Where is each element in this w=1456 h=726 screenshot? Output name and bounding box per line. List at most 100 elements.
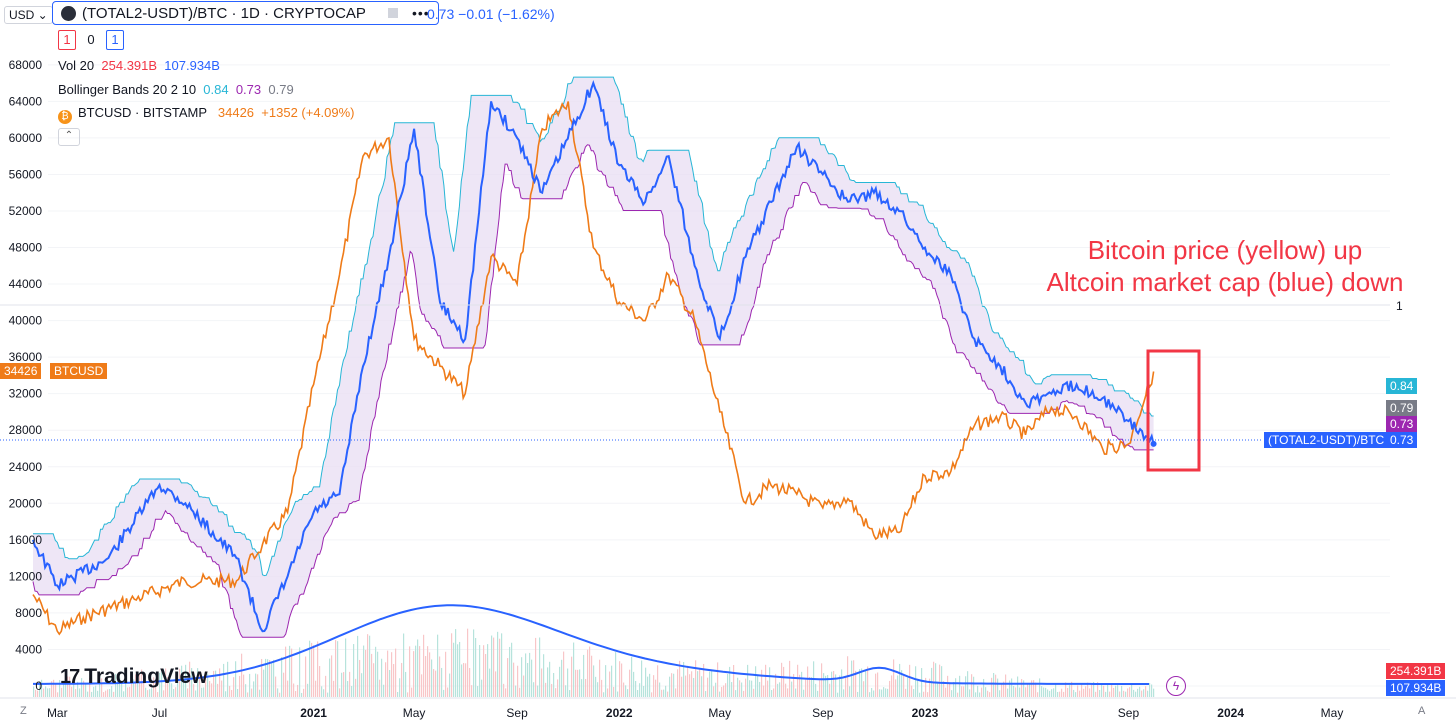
volume-bar [887,688,889,697]
x-tick-label: 2024 [1217,706,1244,720]
volume-bar [533,682,535,697]
volume-bar [897,675,899,697]
volume-bar [397,691,399,697]
volume-bar [131,677,133,697]
volume-bar [725,683,727,697]
volume-bar [1127,688,1129,697]
btcusd-name-tag: BTCUSD [50,363,108,379]
volume-bar [945,687,947,697]
y-tick-label: 36000 [9,350,43,364]
volume-bar [271,662,273,697]
volume-legend[interactable]: Vol 20 254.391B 107.934B [58,58,220,73]
volume-bar [1095,691,1097,697]
volume-bar [829,683,831,697]
volume-bar [467,628,469,697]
volume-bar [925,677,927,697]
volume-bar [607,688,609,697]
volume-bar [1141,690,1143,697]
volume-bar [161,671,163,697]
volume-bar [913,689,915,697]
volume-bar [273,659,275,697]
currency-select[interactable]: USD ⌄ [4,6,53,24]
volume-bar [743,690,745,697]
volume-bar [257,674,259,697]
volume-bar [999,690,1001,697]
volume-bar [337,641,339,697]
volume-bar [421,674,423,697]
volume-bar [553,673,555,697]
volume-bar [445,651,447,697]
count-red[interactable]: 1 [58,30,76,50]
volume-bar [457,644,459,697]
volume-bar [125,682,127,697]
count-blue[interactable]: 1 [106,30,124,50]
volume-bar [507,658,509,697]
volume-ma-line [33,604,1149,685]
volume-bar [729,666,731,697]
volume-bar [163,690,165,697]
volume-bar [357,635,359,697]
volume-bar [339,688,341,697]
volume-bar [197,668,199,697]
volume-bar [709,671,711,697]
volume-bar [895,679,897,697]
volume-bar [877,672,879,697]
volume-bar [965,676,967,697]
more-dots-icon[interactable]: ••• [411,5,430,21]
volume-bar [89,677,91,697]
symbol-title[interactable]: (TOTAL2-USDT)/BTC · 1D · CRYPTOCAP ••• [52,1,439,25]
volume-bar [793,674,795,697]
volume-bar [249,673,251,697]
volume-bar [65,684,67,697]
volume-bar [361,673,363,697]
lightning-icon[interactable]: ϟ [1166,676,1186,696]
volume-bar [633,671,635,697]
collapse-legend-button[interactable]: ⌃ [58,128,80,146]
volume-bar [657,665,659,697]
volume-bar [1073,689,1075,697]
volume-bar [995,674,997,697]
volume-bar [1089,688,1091,697]
volume-bar [231,689,233,697]
volume-bar [405,671,407,697]
volume-bar [1101,684,1103,697]
volume-bar [39,681,41,697]
volume-bar [103,692,105,697]
volume-bar [665,685,667,697]
volume-bar [1047,689,1049,697]
volume-bar [781,662,783,697]
volume-bar [319,666,321,697]
volume-bar [865,669,867,697]
volume-bar [141,669,143,697]
volume-bar [517,665,519,697]
volume-bar [615,652,617,697]
volume-bar [949,682,951,697]
bollinger-legend[interactable]: Bollinger Bands 20 2 10 0.84 0.73 0.79 [58,82,294,97]
volume-bar [483,645,485,697]
volume-bar [383,684,385,697]
volume-bar [775,673,777,697]
volume-bar [43,688,45,697]
volume-bar [329,658,331,697]
volume-bar [629,669,631,697]
volume-bar [997,678,999,697]
volume-bar [217,683,219,697]
btcusd-line [32,101,1155,636]
volume-bar [353,644,355,697]
volume-bar [591,655,593,697]
volume-bar [413,651,415,697]
volume-bar [35,689,37,697]
volume-bar [683,662,685,697]
volume-bar [1007,688,1009,697]
bollinger-lower-line [32,144,1154,638]
zoom-icon[interactable]: Z [20,705,27,717]
volume-bar [661,689,663,697]
btcusd-legend[interactable]: ₿ BTCUSD · BITSTAMP 34426 +1352 (+4.09%) [58,105,355,124]
auto-scale-icon[interactable]: A [1418,705,1426,717]
volume-bar [845,676,847,697]
volume-bar [171,683,173,697]
volume-bar [143,676,145,697]
volume-bar [51,681,53,697]
volume-bar [503,683,505,697]
volume-bar [773,688,775,697]
